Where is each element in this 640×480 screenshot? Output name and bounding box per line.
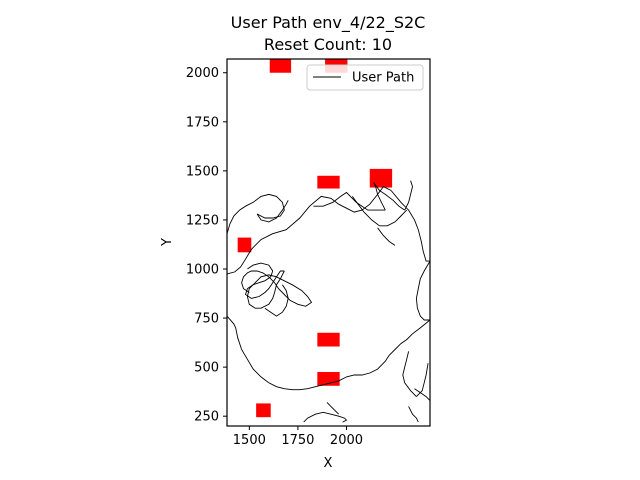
user-path-segment-17 [402,351,417,397]
user-path-segment-11 [264,284,289,317]
x-tick-label-1500: 1500 [233,433,266,448]
obstacle-5 [237,237,252,253]
legend: User Path [306,64,424,91]
user-path-segment-22 [330,413,348,423]
user-path-segment-14 [404,180,413,211]
user-path-segment-21 [303,411,332,423]
user-path-segment-13 [373,182,405,211]
chart-subtitle: Reset Count: 10 [264,35,392,54]
chart-title: User Path env_4/22_S2C [231,13,426,33]
user-path-segment-20 [408,406,419,423]
user-path-segment-7 [256,200,289,223]
y-tick-label-1000: 1000 [186,262,219,277]
y-axis-label: Y [160,238,175,247]
y-axis: 250 500 750 1000 1250 1500 1750 2000 [186,66,227,425]
obstacle-8 [256,403,271,418]
user-path-segment-2 [390,190,430,262]
y-tick-label-1750: 1750 [186,115,219,130]
obstacle-6 [317,332,340,347]
x-tick-label-1750: 1750 [281,433,314,448]
y-tick-label-1500: 1500 [186,164,219,179]
x-axis-label: X [324,456,333,471]
plot-frame [226,58,431,427]
y-tick-label-250: 250 [194,410,219,425]
x-axis: 1500 1750 2000 [233,426,363,448]
plot-area [226,59,431,423]
user-path-segment-9 [246,270,313,309]
user-path-segment-8 [244,262,285,299]
user-path-segment-4 [284,319,431,391]
user-path-segment-16 [377,227,396,246]
obstacle-1 [269,59,292,73]
y-tick-label-750: 750 [194,312,219,327]
legend-box [306,64,424,91]
user-path-segment-12 [313,191,386,211]
user-path-segment-3 [415,260,431,321]
obstacle-3 [317,175,340,189]
y-tick-label-500: 500 [194,361,219,376]
user-path-segment-19 [414,388,431,407]
user-path-segment-5 [226,315,285,390]
user-path-segment-23 [326,402,340,415]
y-tick-label-1250: 1250 [186,213,219,228]
obstacle-4 [369,168,393,188]
user-path-segment-6 [226,193,285,234]
user-path-segment-1 [226,186,392,275]
x-tick-label-2000: 2000 [330,433,363,448]
legend-label-user-path: User Path [352,71,414,86]
user-path-segment-15 [351,196,408,227]
y-tick-label-2000: 2000 [186,66,219,81]
user-path-segment-10 [241,270,275,293]
